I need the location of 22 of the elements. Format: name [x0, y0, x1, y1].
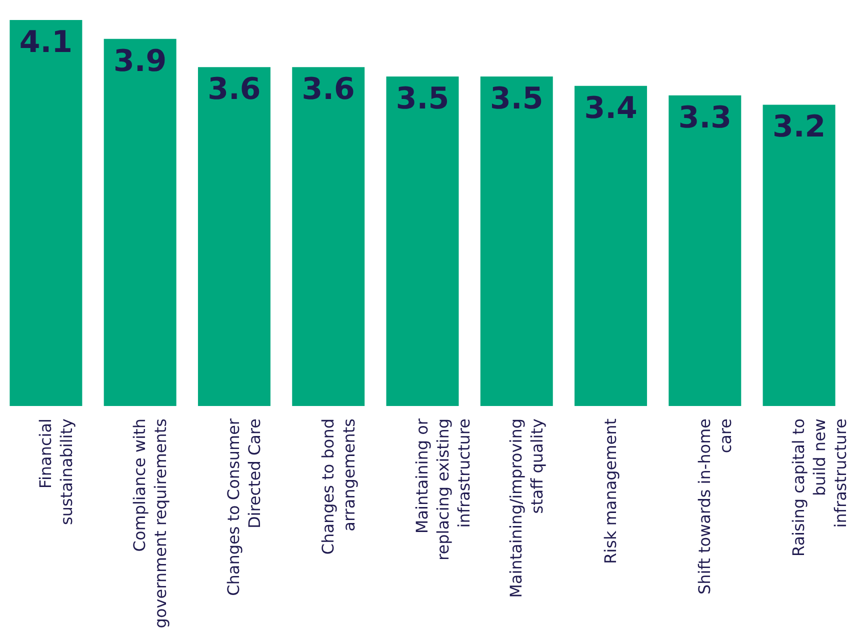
- x-tick-label: Risk management: [600, 418, 620, 564]
- data-label: 3.9: [114, 44, 167, 79]
- data-label: 3.4: [584, 90, 638, 126]
- bar: [762, 104, 836, 406]
- data-label: 3.5: [396, 81, 450, 116]
- bar: [104, 38, 176, 406]
- data-label: 3.5: [490, 81, 544, 116]
- bar: [198, 67, 270, 406]
- data-label: 3.2: [772, 110, 826, 145]
- data-label: 3.6: [208, 72, 261, 108]
- data-label: 3.3: [678, 100, 732, 136]
- x-tick-label: Changes to bond arrangements: [318, 418, 358, 555]
- bar: [292, 67, 365, 406]
- bar: [480, 76, 553, 406]
- bar: [574, 86, 648, 406]
- data-label: 3.6: [302, 72, 355, 108]
- bar: [386, 76, 459, 406]
- bar: [10, 20, 82, 406]
- x-tick-label: Financial sustainability: [36, 418, 76, 526]
- bar: [668, 95, 742, 406]
- x-tick-label: Shift towards in-home care: [694, 418, 735, 594]
- data-label: 4.1: [19, 25, 73, 60]
